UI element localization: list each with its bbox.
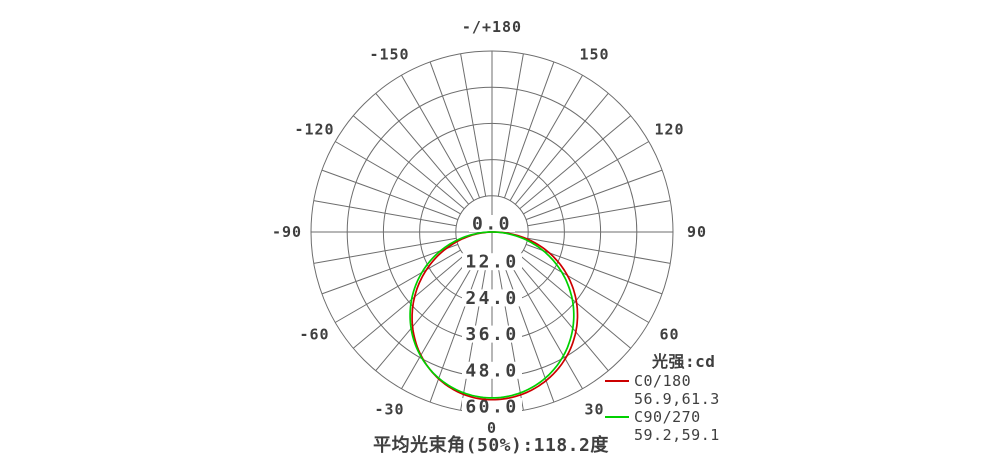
angle-label-150: 150 xyxy=(579,46,609,64)
legend-entry-c90-270: C90/270 xyxy=(605,408,720,426)
angle-label-0: 0 xyxy=(487,419,497,437)
grid-spoke-310 xyxy=(352,254,465,349)
grid-spoke-220 xyxy=(375,92,470,205)
angle-label--/+180: -/+180 xyxy=(462,18,522,36)
legend-values-c90-270: 59.2,59.1 xyxy=(605,426,720,444)
grid-spoke-330 xyxy=(401,263,475,390)
grid-spoke-170 xyxy=(497,53,524,197)
ring-label-mask-36 xyxy=(462,325,522,343)
angle-label-120: 120 xyxy=(654,121,684,139)
grid-spoke-150 xyxy=(509,74,583,201)
ring-label-mask-24 xyxy=(462,289,522,307)
legend-label-c90-270: C90/270 xyxy=(634,408,701,426)
grid-spoke-160 xyxy=(503,61,555,199)
grid-spoke-30 xyxy=(509,263,583,390)
grid-spoke-60 xyxy=(523,249,650,323)
beam-angles-c0-180: 56.9,61.3 xyxy=(634,390,720,408)
beam-angle-footer: 平均光束角(50%):118.2度 xyxy=(373,435,609,456)
ring-label-24: 24.0 xyxy=(465,288,518,309)
grid-spoke-240 xyxy=(334,141,461,215)
grid-spoke-80 xyxy=(527,237,671,264)
angle-label-90: 90 xyxy=(687,223,707,241)
angle-label--60: -60 xyxy=(299,326,329,344)
ring-label-0: 0.0 xyxy=(472,214,512,235)
angle-label-30: 30 xyxy=(584,401,604,419)
grid-spoke-200 xyxy=(429,61,481,199)
grid-spoke-20 xyxy=(503,265,555,403)
grid-spoke-280 xyxy=(313,237,457,264)
grid-spoke-320 xyxy=(375,259,470,372)
grid-spoke-120 xyxy=(523,141,650,215)
c0-180-color-swatch xyxy=(605,380,629,382)
angle-label--30: -30 xyxy=(374,401,404,419)
grid-spoke-290 xyxy=(321,243,459,295)
legend: 光强:cd C0/180 56.9,61.3 C90/270 59.2,59.1 xyxy=(605,351,720,444)
ring-label-12: 12.0 xyxy=(465,252,518,273)
grid-spoke-190 xyxy=(460,53,487,197)
grid-spoke-300 xyxy=(334,249,461,323)
legend-entry-c0-180: C0/180 xyxy=(605,372,720,390)
angle-label--150: -150 xyxy=(369,46,409,64)
legend-title: 光强:cd xyxy=(652,352,716,371)
grid-spoke-50 xyxy=(519,254,632,349)
angle-label--90: -90 xyxy=(272,223,302,241)
grid-spoke-260 xyxy=(313,200,457,227)
grid-spoke-110 xyxy=(525,169,663,221)
legend-label-c0-180: C0/180 xyxy=(634,372,692,390)
grid-spoke-100 xyxy=(527,200,671,227)
curve-C90/270 xyxy=(409,231,575,399)
c90-270-color-swatch xyxy=(605,416,629,418)
grid-spoke-40 xyxy=(514,259,609,372)
angle-label--120: -120 xyxy=(294,121,334,139)
grid-spoke-230 xyxy=(352,115,465,210)
ring-label-mask-60 xyxy=(462,398,522,415)
legend-values-c0-180: 56.9,61.3 xyxy=(605,390,720,408)
grid-spoke-210 xyxy=(401,74,475,201)
grid-spoke-140 xyxy=(514,92,609,205)
ring-label-mask-12 xyxy=(462,253,522,271)
beam-angles-c90-270: 59.2,59.1 xyxy=(634,426,720,444)
grid-spoke-70 xyxy=(525,243,663,295)
angle-label-60: 60 xyxy=(659,326,679,344)
grid-spoke-130 xyxy=(519,115,632,210)
ring-label-48: 48.0 xyxy=(465,360,518,381)
ring-label-mask-0 xyxy=(469,215,515,232)
curve-C0/180 xyxy=(411,231,579,401)
ring-label-60: 60.0 xyxy=(465,397,518,418)
ring-label-36: 36.0 xyxy=(465,324,518,345)
ring-label-mask-48 xyxy=(462,361,522,379)
grid-spoke-250 xyxy=(321,169,459,221)
